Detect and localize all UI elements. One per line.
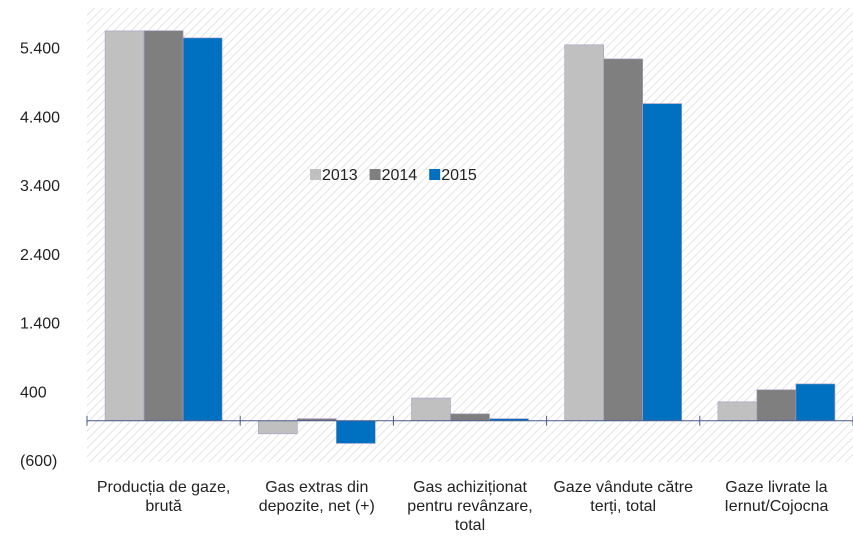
- x-tick-label: Gas extras din depozite, net (+): [258, 479, 375, 515]
- legend-label: 2014: [382, 167, 418, 184]
- bar: [104, 30, 145, 422]
- legend-swatch: [429, 169, 441, 180]
- legend-label: 2013: [322, 167, 358, 184]
- y-tick-label: 4.400: [20, 109, 60, 126]
- bar: [717, 401, 758, 422]
- bar: [335, 420, 376, 444]
- y-tick-label: 2.400: [20, 247, 60, 264]
- y-tick-label: 400: [20, 384, 47, 401]
- bar: [450, 413, 490, 422]
- bar: [182, 37, 223, 422]
- bar: [603, 58, 644, 422]
- y-tick-label: (600): [20, 453, 57, 470]
- bar: [257, 420, 298, 435]
- legend-swatch: [369, 169, 381, 180]
- x-tick-label: Gaze livrate la Iernut/Cojocna: [724, 479, 829, 515]
- legend-label: 2015: [441, 167, 477, 184]
- bar: [564, 44, 605, 422]
- bar: [411, 397, 451, 422]
- x-tick-label: Gaze vândute către terți, total: [553, 479, 693, 515]
- x-tick-label: Producția de gaze, brută: [96, 479, 231, 515]
- x-tick-label: Gas achiziționat pentru revânzare, total: [407, 479, 533, 534]
- y-tick-label: 1.400: [20, 316, 60, 333]
- y-tick-label: 3.400: [20, 178, 60, 195]
- bar: [756, 389, 797, 422]
- bar: [143, 30, 184, 422]
- y-tick-label: 5.400: [20, 40, 60, 57]
- bar: [795, 383, 836, 422]
- bar: [642, 103, 683, 422]
- legend-swatch: [310, 169, 321, 180]
